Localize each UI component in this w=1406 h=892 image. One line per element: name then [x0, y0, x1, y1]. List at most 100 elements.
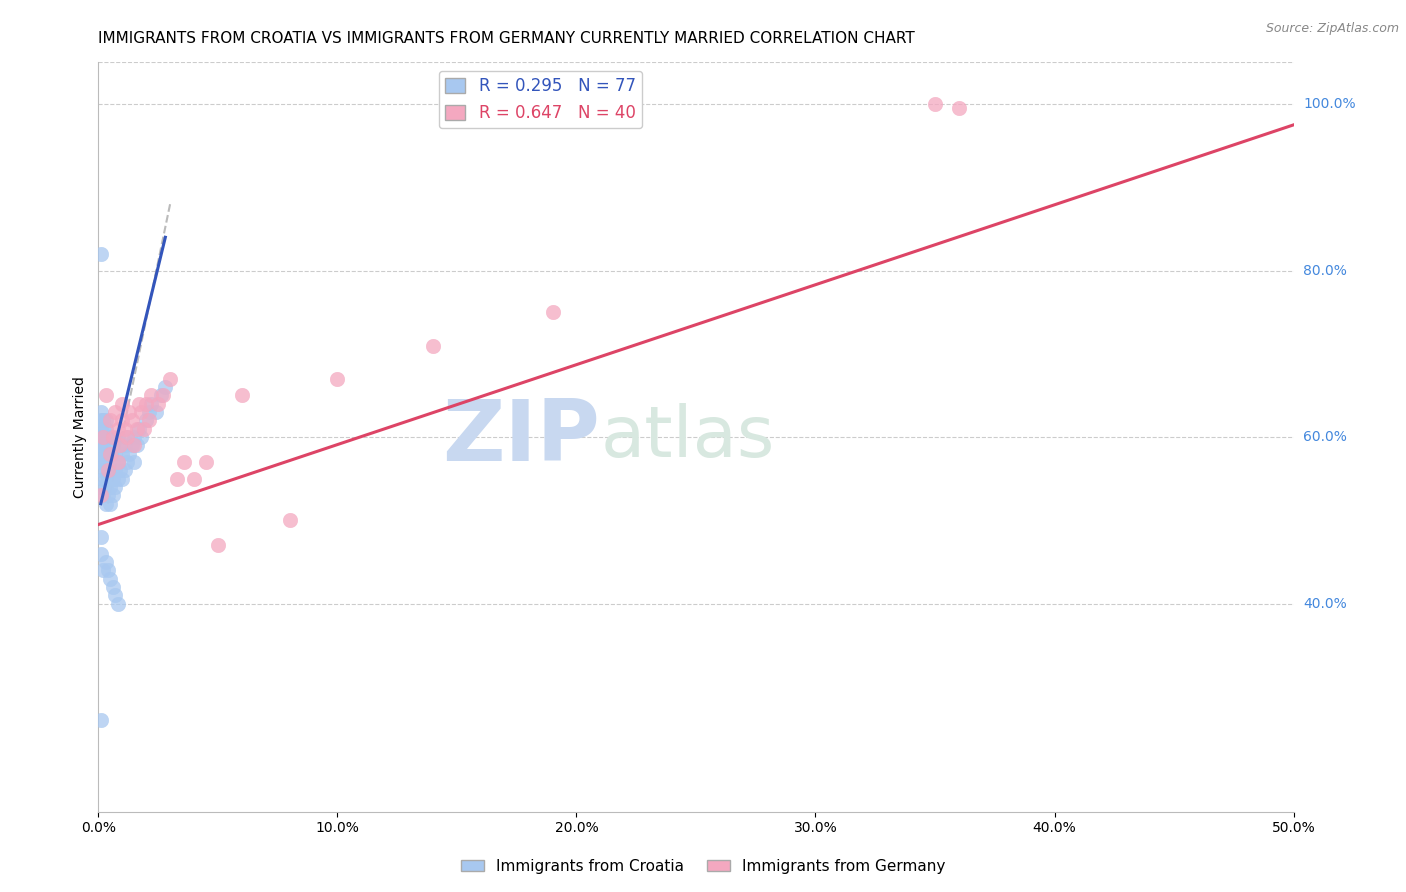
Point: [195, 455, 218, 469]
Point: [131, 405, 153, 419]
Point: [90, 447, 112, 461]
Point: [97, 430, 120, 444]
Point: [91, 430, 114, 444]
Point: [91, 455, 114, 469]
Point: [121, 438, 143, 452]
Point: [94, 463, 117, 477]
Text: 60.0%: 60.0%: [1303, 430, 1347, 444]
Point: [115, 430, 138, 444]
Point: [948, 101, 970, 115]
Point: [114, 422, 136, 436]
Point: [98, 572, 122, 586]
Point: [118, 405, 141, 419]
Point: [124, 455, 146, 469]
Point: [90, 463, 112, 477]
Point: [97, 488, 120, 502]
Y-axis label: Currently Married: Currently Married: [73, 376, 87, 498]
Point: [124, 438, 146, 452]
Point: [107, 597, 129, 611]
Point: [94, 472, 117, 486]
Point: [90, 480, 112, 494]
Point: [97, 563, 120, 577]
Point: [166, 472, 188, 486]
Point: [101, 580, 124, 594]
Text: 100.0%: 100.0%: [1303, 97, 1355, 112]
Point: [125, 422, 148, 436]
Point: [115, 455, 138, 469]
Point: [94, 555, 117, 569]
Point: [278, 513, 301, 527]
Point: [91, 413, 114, 427]
Point: [94, 388, 117, 402]
Point: [94, 422, 117, 436]
Point: [145, 405, 167, 419]
Point: [125, 438, 148, 452]
Point: [422, 338, 444, 352]
Point: [135, 397, 157, 411]
Point: [98, 497, 122, 511]
Point: [97, 447, 120, 461]
Point: [90, 547, 112, 561]
Point: [115, 430, 138, 444]
Point: [90, 438, 112, 452]
Point: [90, 530, 112, 544]
Point: [98, 480, 122, 494]
Point: [94, 480, 117, 494]
Point: [90, 713, 112, 727]
Point: [138, 413, 160, 427]
Point: [90, 247, 112, 261]
Point: [91, 447, 114, 461]
Point: [121, 413, 143, 427]
Point: [94, 497, 117, 511]
Point: [91, 488, 114, 502]
Point: [107, 472, 129, 486]
Point: [107, 422, 129, 436]
Text: atlas: atlas: [600, 402, 775, 472]
Text: 40.0%: 40.0%: [1303, 597, 1347, 611]
Point: [107, 455, 129, 469]
Point: [94, 413, 117, 427]
Point: [104, 480, 127, 494]
Point: [148, 397, 170, 411]
Point: [91, 438, 114, 452]
Point: [114, 463, 136, 477]
Point: [104, 447, 127, 461]
Point: [138, 405, 160, 419]
Point: [111, 447, 134, 461]
Point: [97, 472, 120, 486]
Point: [139, 397, 162, 411]
Point: [111, 397, 134, 411]
Point: [91, 430, 114, 444]
Point: [118, 447, 141, 461]
Text: Source: ZipAtlas.com: Source: ZipAtlas.com: [1265, 22, 1399, 36]
Point: [132, 422, 155, 436]
Point: [90, 430, 112, 444]
Point: [98, 463, 122, 477]
Point: [114, 438, 136, 452]
Point: [149, 388, 172, 402]
Point: [101, 488, 124, 502]
Point: [541, 305, 564, 319]
Point: [159, 372, 181, 386]
Point: [124, 430, 146, 444]
Point: [207, 538, 229, 552]
Point: [98, 447, 122, 461]
Point: [98, 447, 122, 461]
Point: [139, 388, 162, 402]
Point: [101, 438, 124, 452]
Point: [231, 388, 253, 402]
Point: [152, 388, 174, 402]
Point: [135, 413, 157, 427]
Point: [104, 405, 127, 419]
Point: [108, 438, 131, 452]
Point: [108, 438, 131, 452]
Point: [155, 380, 177, 394]
Point: [90, 488, 112, 502]
Point: [107, 455, 129, 469]
Point: [97, 463, 120, 477]
Point: [111, 472, 134, 486]
Point: [128, 422, 150, 436]
Point: [90, 413, 112, 427]
Point: [108, 463, 131, 477]
Point: [111, 413, 134, 427]
